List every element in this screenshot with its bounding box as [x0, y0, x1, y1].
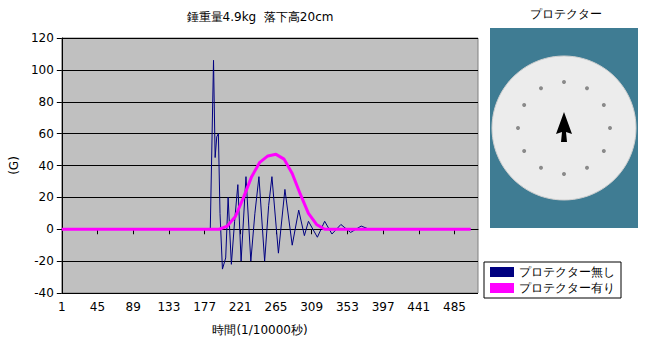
svg-text:(G): (G) [7, 156, 21, 175]
svg-text:177: 177 [193, 300, 216, 314]
svg-text:-40: -40 [34, 286, 54, 300]
svg-text:錘重量4.9kg 落下高20cm: 錘重量4.9kg 落下高20cm [187, 10, 334, 24]
svg-text:プロテクター無し: プロテクター無し [519, 265, 615, 279]
svg-text:309: 309 [300, 300, 323, 314]
svg-text:60: 60 [39, 127, 54, 141]
svg-text:89: 89 [126, 300, 141, 314]
svg-text:120: 120 [31, 31, 54, 45]
svg-text:45: 45 [90, 300, 105, 314]
svg-text:353: 353 [336, 300, 359, 314]
svg-text:1: 1 [58, 300, 66, 314]
svg-text:プロテクター有り: プロテクター有り [519, 281, 615, 295]
svg-text:265: 265 [265, 300, 288, 314]
svg-text:485: 485 [443, 300, 466, 314]
svg-text:時間(1/10000秒): 時間(1/10000秒) [212, 323, 307, 337]
svg-text:40: 40 [39, 159, 54, 173]
svg-text:397: 397 [372, 300, 395, 314]
svg-text:221: 221 [229, 300, 252, 314]
svg-text:80: 80 [39, 95, 54, 109]
svg-text:133: 133 [157, 300, 180, 314]
svg-text:0: 0 [46, 222, 54, 236]
svg-text:-20: -20 [34, 254, 54, 268]
svg-text:441: 441 [407, 300, 430, 314]
svg-text:100: 100 [31, 63, 54, 77]
svg-text:20: 20 [39, 190, 54, 204]
svg-text:プロテクター: プロテクター [530, 7, 602, 21]
